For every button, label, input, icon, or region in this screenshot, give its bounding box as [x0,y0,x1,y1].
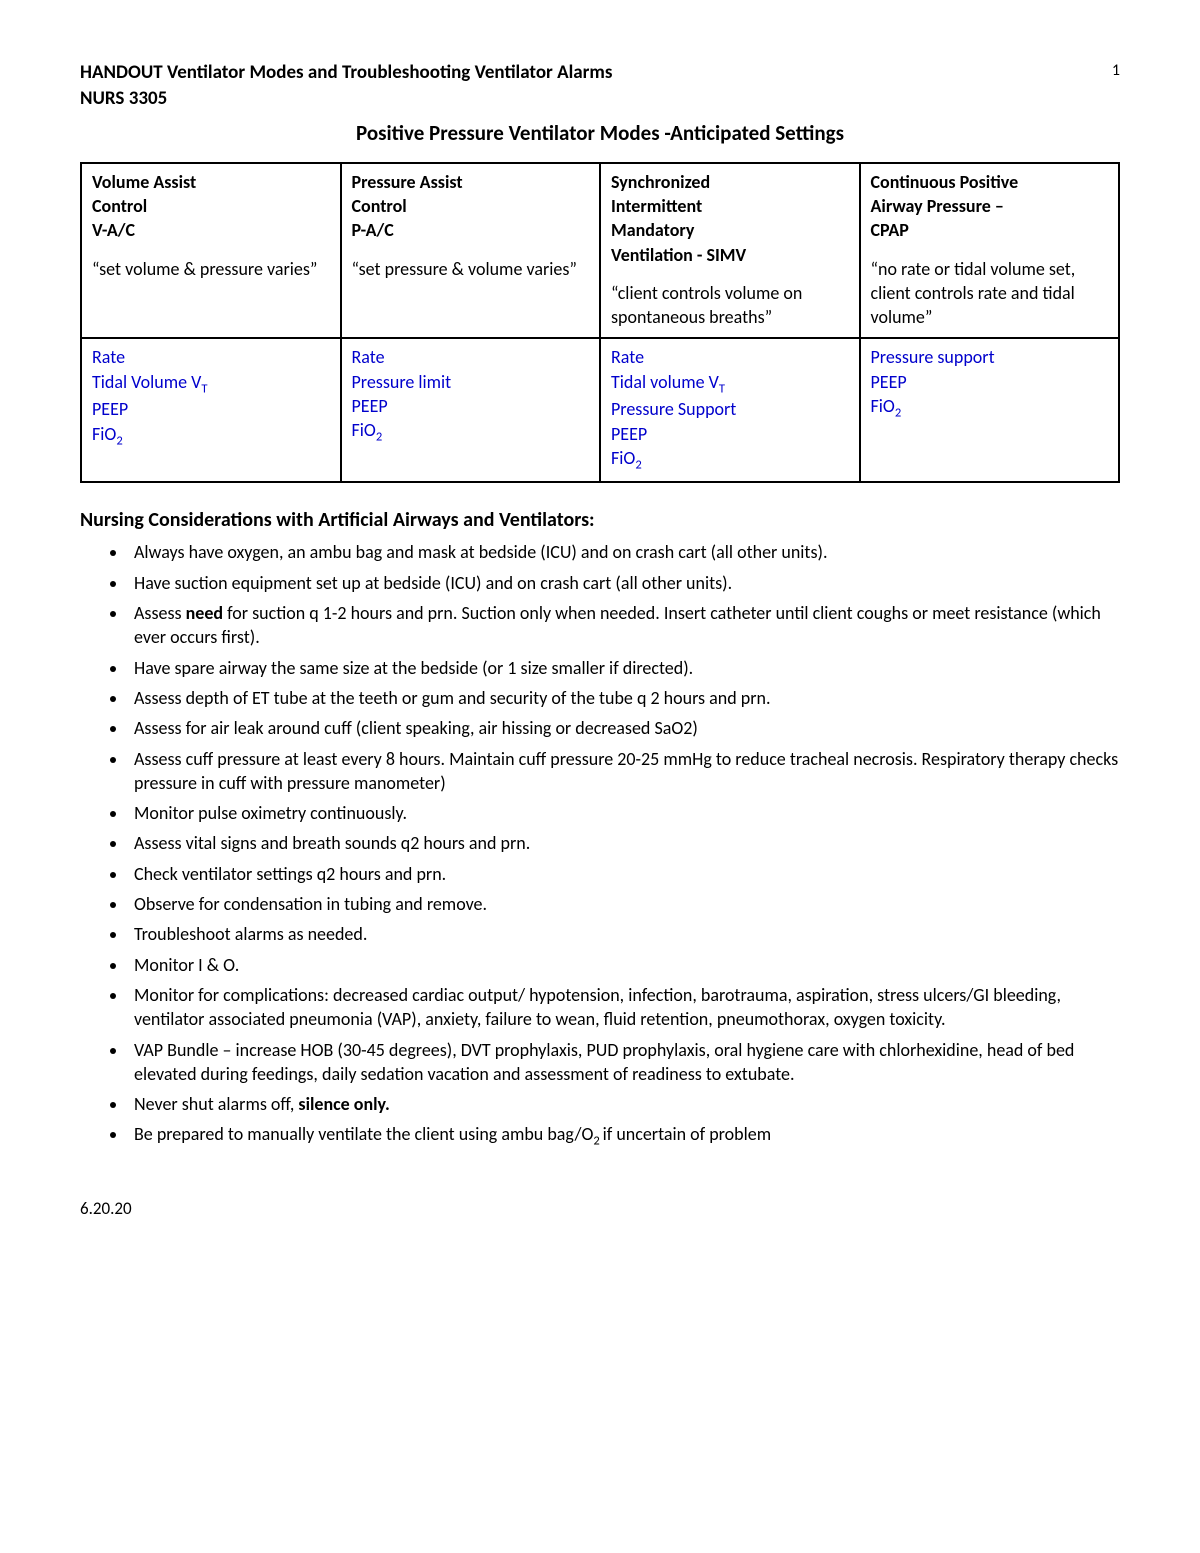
main-title: Positive Pressure Ventilator Modes -Anti… [80,119,1120,147]
list-item: Be prepared to manually ventilate the cl… [128,1122,1120,1150]
section-heading: Nursing Considerations with Artificial A… [80,507,1120,534]
mode-cell-simv: SynchronizedIntermittentMandatoryVentila… [600,163,860,339]
settings-cell-simv: RateTidal volume VTPressure SupportPEEPF… [600,338,860,482]
list-item: Assess vital signs and breath sounds q2 … [128,831,1120,855]
list-item: Assess need for suction q 1-2 hours and … [128,601,1120,650]
setting-line: PEEP [352,394,590,418]
mode-desc: “set pressure & volume varies” [352,257,590,281]
setting-line: Tidal Volume VT [92,370,330,398]
mode-desc: “no rate or tidal volume set, client con… [871,257,1109,330]
list-item: Monitor I & O. [128,953,1120,977]
mode-name: SynchronizedIntermittentMandatoryVentila… [611,170,849,267]
list-item: Never shut alarms off, silence only. [128,1092,1120,1116]
handout-title: HANDOUT Ventilator Modes and Troubleshoo… [80,60,612,86]
list-item: VAP Bundle – increase HOB (30-45 degrees… [128,1038,1120,1087]
list-item: Check ventilator settings q2 hours and p… [128,862,1120,886]
page-number: 1 [1112,60,1120,82]
mode-name-line: Synchronized [611,170,849,194]
setting-line: FiO2 [611,446,849,474]
mode-name-line: Control [92,194,330,218]
list-item: Troubleshoot alarms as needed. [128,922,1120,946]
setting-line: Pressure Support [611,397,849,421]
mode-desc: “client controls volume on spontaneous b… [611,281,849,330]
setting-line: FiO2 [352,418,590,446]
setting-line: Tidal volume VT [611,370,849,398]
mode-cell-pac: Pressure AssistControlP-A/C “set pressur… [341,163,601,339]
mode-name: Volume AssistControlV-A/C [92,170,330,243]
setting-line: Rate [611,345,849,369]
list-item: Assess for air leak around cuff (client … [128,716,1120,740]
mode-name-line: Intermittent [611,194,849,218]
setting-line: PEEP [611,422,849,446]
header-left: HANDOUT Ventilator Modes and Troubleshoo… [80,60,612,111]
setting-line: Pressure limit [352,370,590,394]
list-item: Have suction equipment set up at bedside… [128,571,1120,595]
nursing-considerations-list: Always have oxygen, an ambu bag and mask… [128,540,1120,1150]
list-item: Monitor pulse oximetry continuously. [128,801,1120,825]
setting-line: FiO2 [92,422,330,450]
setting-line: PEEP [92,397,330,421]
setting-line: Pressure support [871,345,1109,369]
list-item: Always have oxygen, an ambu bag and mask… [128,540,1120,564]
list-item: Assess cuff pressure at least every 8 ho… [128,747,1120,796]
setting-line: PEEP [871,370,1109,394]
setting-line: FiO2 [871,394,1109,422]
mode-name-line: Pressure Assist [352,170,590,194]
list-item: Observe for condensation in tubing and r… [128,892,1120,916]
table-row-settings: RateTidal Volume VTPEEPFiO2 RatePressure… [81,338,1119,482]
mode-desc: “set volume & pressure varies” [92,257,330,281]
mode-name-line: CPAP [871,218,1109,242]
settings-cell-pac: RatePressure limitPEEPFiO2 [341,338,601,482]
mode-name: Pressure AssistControlP-A/C [352,170,590,243]
mode-name-line: Volume Assist [92,170,330,194]
mode-name-line: V-A/C [92,218,330,242]
list-item: Have spare airway the same size at the b… [128,656,1120,680]
mode-name-line: Ventilation - SIMV [611,243,849,267]
mode-name-line: Mandatory [611,218,849,242]
settings-cell-vac: RateTidal Volume VTPEEPFiO2 [81,338,341,482]
mode-name-line: P-A/C [352,218,590,242]
mode-cell-cpap: Continuous PositiveAirway Pressure –CPAP… [860,163,1120,339]
mode-name-line: Airway Pressure – [871,194,1109,218]
mode-name-line: Control [352,194,590,218]
mode-name: Continuous PositiveAirway Pressure –CPAP [871,170,1109,243]
page-header: HANDOUT Ventilator Modes and Troubleshoo… [80,60,1120,111]
list-item: Monitor for complications: decreased car… [128,983,1120,1032]
mode-name-line: Continuous Positive [871,170,1109,194]
list-item: Assess depth of ET tube at the teeth or … [128,686,1120,710]
mode-cell-vac: Volume AssistControlV-A/C “set volume & … [81,163,341,339]
settings-cell-cpap: Pressure supportPEEPFiO2 [860,338,1120,482]
table-row-header: Volume AssistControlV-A/C “set volume & … [81,163,1119,339]
setting-line: Rate [352,345,590,369]
course-code: NURS 3305 [80,86,612,112]
footer-date: 6.20.20 [80,1198,1120,1221]
setting-line: Rate [92,345,330,369]
ventilator-modes-table: Volume AssistControlV-A/C “set volume & … [80,162,1120,484]
